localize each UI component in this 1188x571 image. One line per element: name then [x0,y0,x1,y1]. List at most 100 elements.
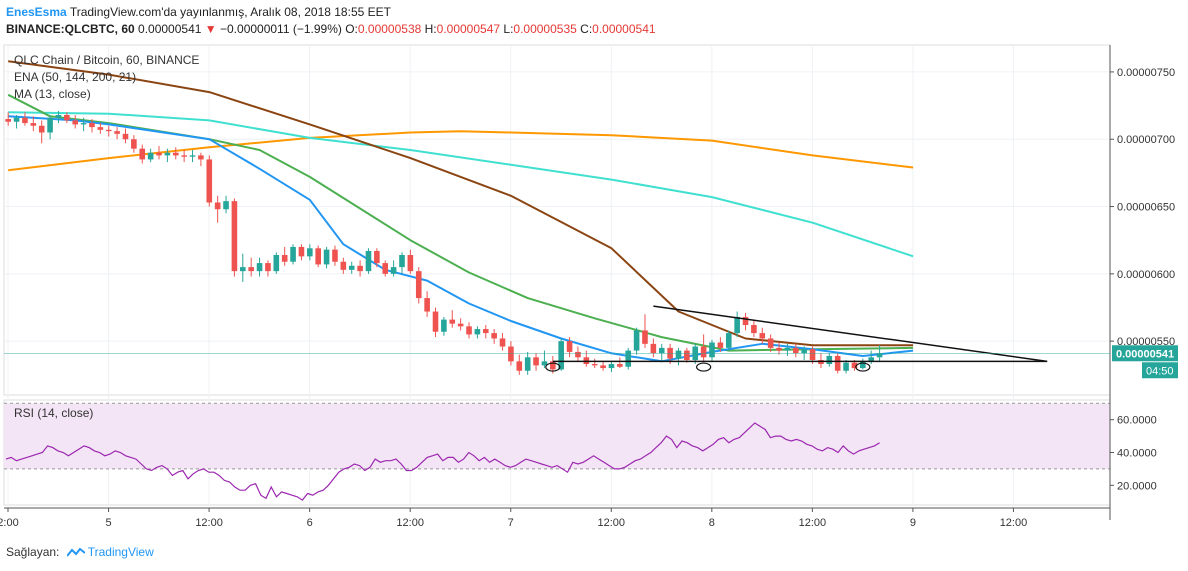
candle-body [38,125,45,133]
candle-body [876,353,883,358]
candle-body [298,246,305,257]
low-value: 0.00000535 [513,22,577,36]
candle-body [725,333,732,348]
candle-body [550,361,556,370]
down-arrow-icon: ▼ [204,22,217,36]
open-label: O: [345,22,358,36]
candle-body [575,351,581,358]
y-tick-label: 0.00000650 [1117,202,1175,214]
close-label: C: [580,22,593,36]
countdown-label: 04:50 [1146,365,1174,377]
candle-body [239,267,246,272]
axes: 0.00000750 0.00000700 0.00000650 0.00000600… [0,45,1178,529]
candle-body [407,255,414,272]
author-link[interactable]: EnesEsma [6,5,67,19]
series-line-ema-144 [8,111,914,258]
candle-body [265,263,271,272]
candle-body [223,201,229,210]
rsi-y-tick-label: 40.0000 [1117,448,1157,460]
high-label: H: [424,22,437,36]
candle-body [851,362,858,369]
candle-body [524,357,531,371]
candle-body [734,316,740,334]
candle-body [658,347,665,354]
candle-body [365,250,372,272]
candle-body [516,361,523,371]
candle-body [617,364,623,367]
candle-body [147,152,154,160]
candle-body [809,349,816,360]
candle-body [625,350,632,367]
candle-body [315,248,322,265]
candle-body [700,346,707,358]
candle-body [633,330,640,351]
y-tick-label: 0.00000600 [1117,269,1175,281]
last-price-tag [1112,345,1178,362]
candle-body [164,152,171,156]
candle-body [784,347,791,351]
candle-body [206,159,213,203]
candle-body [474,329,481,335]
candle-body [541,361,548,366]
candle-body [281,255,288,262]
candle-body [860,361,866,369]
candle-body [172,152,179,156]
candle-body [508,346,514,362]
candle-body [256,263,263,272]
candle-body [122,133,129,140]
candle-body [491,333,497,339]
x-tick-label: 12:00 [195,517,223,529]
candle-body [181,155,187,157]
candle-body [89,123,95,128]
candle-body [189,155,196,157]
candle-body [717,342,724,348]
indicator-lines [7,60,914,363]
candle-body [357,265,363,272]
candle-body [868,357,875,362]
candles [5,110,883,375]
candle-body [348,265,355,270]
close-value: 0.00000541 [592,22,656,36]
candle-body [214,202,221,210]
tradingview-logo-icon [66,547,85,557]
provider-label: Sağlayan: [6,545,60,559]
x-tick-label: 2:00 [0,517,19,529]
legend-ena: ENA (50, 144, 200, 21) [14,70,136,84]
x-tick-label: 12:00 [1000,517,1028,529]
rsi-pane [4,402,1110,501]
high-value: 0.00000547 [436,22,501,36]
candle-body [156,152,162,156]
trendline-upper[interactable] [653,305,1048,363]
provider-link[interactable]: TradingView [87,545,154,559]
x-tick-label: 12:00 [799,517,827,529]
candle-body [415,271,422,299]
trendlines[interactable] [552,305,1048,363]
candle-body [776,347,782,351]
candle-body [114,131,120,134]
candle-body [131,139,137,149]
candle-body [248,267,254,272]
candle-body [600,365,606,369]
candle-body [22,117,28,124]
candle-body [591,364,598,366]
candle-body [767,338,774,348]
candle-body [751,325,757,334]
candle-body [340,261,347,270]
last-price: 0.00000541 [138,22,202,36]
candle-body [198,155,204,160]
rsi-band [4,403,1110,469]
candle-body [834,355,841,371]
candle-body [30,123,37,126]
x-tick-label: 8 [709,517,715,529]
rsi-title: RSI (14, close) [14,406,93,420]
bottom-circle-mark [855,362,871,372]
candle-body [307,248,313,257]
candle-body [466,326,472,335]
candle-body [231,201,238,272]
candle-body [424,298,430,312]
candle-body [650,343,657,354]
candle-body [105,129,112,132]
candle-body [323,249,330,265]
last-price-label: 0.00000541 [1116,348,1174,360]
